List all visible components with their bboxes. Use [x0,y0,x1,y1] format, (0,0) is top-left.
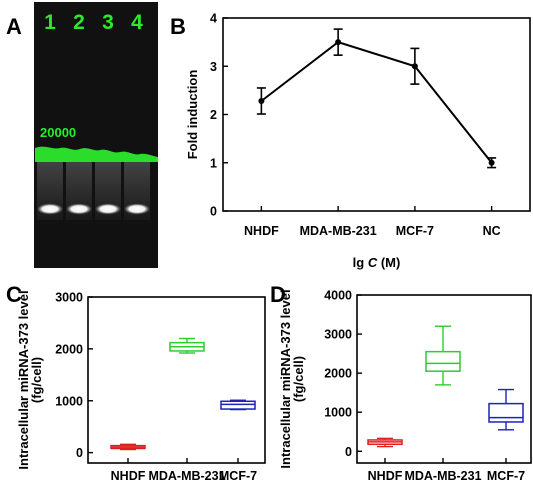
chart-c-box-mcf-7 [220,400,256,410]
chart-d-frame [356,294,532,464]
chart-b-frame [222,17,531,212]
panel-c-letter: C [6,282,22,307]
gel-band-lane-2 [66,203,92,215]
chart-d-ylabel-line-2: (fg/cell) [291,356,306,402]
chart-d-box-mda-mb-231 [425,350,461,372]
chart-d-ylabel-line-1: Intracellular miRNA-373 level [278,289,293,468]
gel-lane-label-2: 2 [73,11,85,34]
chart-b-xlabel-prefix: lg [353,255,368,270]
panel-b-letter: B [170,14,186,39]
chart-c-ytick-label-1000: 1000 [55,394,83,408]
chart-b-ytick-label-0: 0 [210,205,217,219]
chart-d-ytick-label-1000: 1000 [324,406,352,420]
chart-d-box-mcf-7 [488,402,524,423]
panel-d-letter: D [270,282,286,307]
chart-c-ytick-label-3000: 3000 [55,291,83,305]
chart-b-xtick-label-mda-mb-231: MDA-MB-231 [300,224,377,238]
chart-b-ytick-label-4: 4 [210,12,217,26]
chart-d-ytick-label-4000: 4000 [324,289,352,303]
gel-lane-label-1: 1 [44,11,56,34]
chart-d-xtick-label-mcf-7: MCF-7 [487,469,525,483]
gel-band-lane-4 [124,203,150,215]
panel-a-letter: A [6,14,22,39]
chart-c-ylabel-line-1: Intracellular miRNA-373 level [16,290,31,469]
gel-background [34,2,158,268]
chart-d-ytick-label-0: 0 [345,445,352,459]
chart-b-ytick-label-1: 1 [210,156,217,170]
chart-b-point-nhdf [258,97,265,104]
chart-c-ytick-label-0: 0 [76,446,83,460]
chart-b-xlabel-suffix: (M) [377,255,400,270]
chart-b-xtick-label-nc: NC [483,224,501,238]
gel-lane-label-4: 4 [131,11,143,34]
chart-b-xlabel-var: C [368,255,378,270]
marker-curve [35,146,158,162]
chart-d-xtick-label-mda-mb-231: MDA-MB-231 [404,469,481,483]
chart-b-ylabel: Fold induction [185,70,200,160]
chart-b: 0 1 2 3 4 NHDF MDA-MB-231 MCF-7 NC Fold induction… [185,12,531,270]
chart-b-series-line [260,41,493,164]
chart-b-ytick-label-2: 2 [210,108,217,122]
chart-b-ytick-label-3: 3 [210,60,217,74]
chart-b-point-mda-mb-231 [335,39,342,46]
chart-d-ytick-label-3000: 3000 [324,328,352,342]
gel-band-lane-1 [37,203,63,215]
chart-c-xtick-label-nhdf: NHDF [111,469,146,483]
chart-c-frame [87,296,266,464]
chart-b-xlabel: lg C (M) [353,255,401,270]
marker-label: 20000 [40,125,76,140]
chart-c-xtick-label-mda-mb-231: MDA-MB-231 [148,469,225,483]
chart-b-xtick-label-mcf-7: MCF-7 [396,224,434,238]
chart-c-ytick-label-2000: 2000 [55,342,83,356]
gel-band-lane-3 [95,203,121,215]
chart-c-xtick-label-mcf-7: MCF-7 [219,469,257,483]
chart-d-ytick-label-2000: 2000 [324,367,352,381]
chart-b-xtick-label-nhdf: NHDF [244,224,279,238]
chart-c-ylabel-line-2: (fg/cell) [29,357,44,403]
chart-d: 0 1000 2000 3000 4000 NHDF MDA-MB-231 MCF-7 Intr… [278,289,532,483]
chart-d-xtick-label-nhdf: NHDF [368,469,403,483]
chart-b-point-nc [488,159,495,166]
chart-b-point-mcf-7 [411,63,418,70]
gel-lane-label-3: 3 [102,11,114,34]
